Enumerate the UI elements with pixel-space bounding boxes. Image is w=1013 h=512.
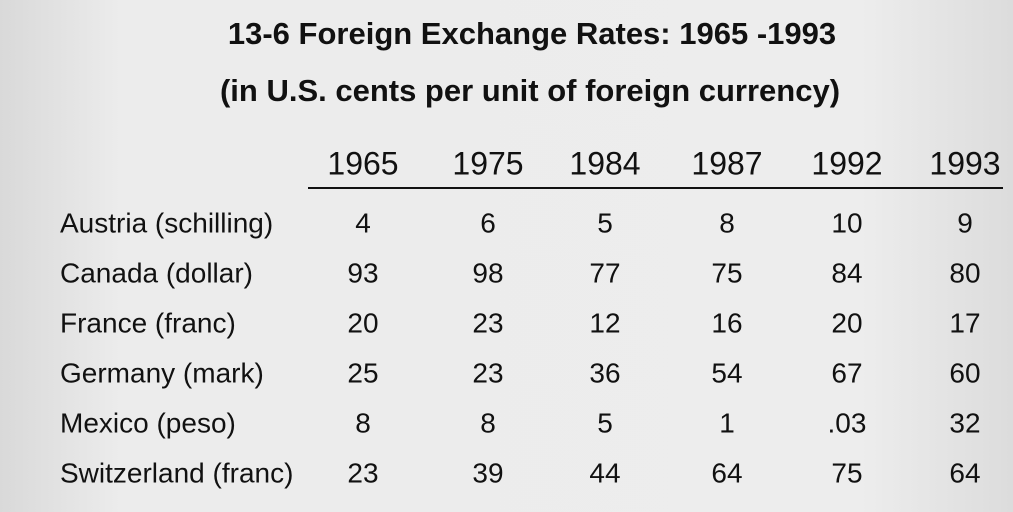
table-cell: 67 [831,357,862,388]
column-header: 1987 [691,145,762,181]
table-cell: 23 [347,457,378,488]
table-cell: 4 [355,207,371,238]
table-cell: 16 [711,307,742,338]
table-cell: 64 [949,457,980,488]
table-cell: 17 [949,307,980,338]
table-cell: 64 [711,457,742,488]
table-cell: 10 [831,207,862,238]
row-label: Switzerland (franc) [60,457,293,488]
row-label: Austria (schilling) [60,207,273,238]
table-cell: 6 [480,207,496,238]
table-cell: 60 [949,357,980,388]
table-cell: 23 [472,357,503,388]
table-cell: 8 [355,407,371,438]
table-cell: 23 [472,307,503,338]
table-cell: 77 [589,257,620,288]
row-label: Germany (mark) [60,357,264,388]
row-label: Mexico (peso) [60,407,236,438]
table-cell: 98 [472,257,503,288]
row-label: France (franc) [60,307,236,338]
table-cell: 39 [472,457,503,488]
table-cell: 1 [719,407,735,438]
column-header: 1984 [569,145,640,181]
column-header: 1992 [811,145,882,181]
table-cell: 5 [597,407,613,438]
table-cell: 8 [480,407,496,438]
table-cell: 80 [949,257,980,288]
column-header: 1965 [327,145,398,181]
table-cell: 20 [347,307,378,338]
column-header: 1993 [929,145,1000,181]
table-cell: 25 [347,357,378,388]
table-cell: 5 [597,207,613,238]
subtitle: (in U.S. cents per unit of foreign curre… [220,73,840,108]
table-cell: 8 [719,207,735,238]
table-cell: 75 [711,257,742,288]
table-cell: .03 [828,407,867,438]
table-cell: 20 [831,307,862,338]
column-header: 1975 [452,145,523,181]
table-cell: 44 [589,457,620,488]
table-cell: 9 [957,207,973,238]
table-cell: 75 [831,457,862,488]
table-cell: 12 [589,307,620,338]
table-cell: 54 [711,357,742,388]
row-label: Canada (dollar) [60,257,253,288]
table-cell: 93 [347,257,378,288]
table-cell: 84 [831,257,862,288]
table-cell: 36 [589,357,620,388]
title: 13-6 Foreign Exchange Rates: 1965 -1993 [228,16,836,51]
table-cell: 32 [949,407,980,438]
